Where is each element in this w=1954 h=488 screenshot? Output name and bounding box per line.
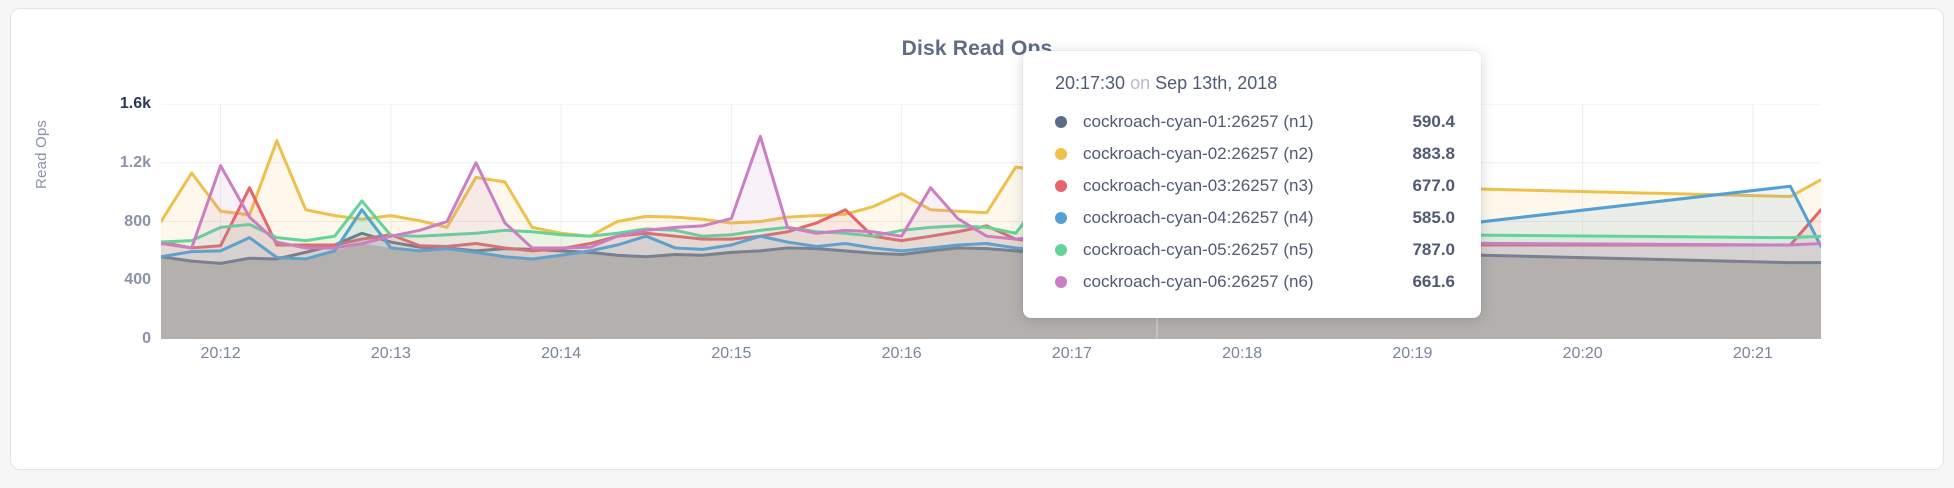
tooltip-on-word: on <box>1130 73 1151 93</box>
tooltip-series-label: cockroach-cyan-02:26257 (n2) <box>1083 144 1314 163</box>
series-color-dot-icon <box>1055 276 1067 288</box>
x-tick-label: 20:20 <box>1562 345 1603 362</box>
plot-area[interactable] <box>161 104 1821 339</box>
y-tick-label: 400 <box>124 271 151 289</box>
x-tick-label: 20:16 <box>881 345 922 362</box>
tooltip-series-row: cockroach-cyan-04:26257 (n4) 585.0 <box>1055 202 1455 234</box>
tooltip-series-row: cockroach-cyan-06:26257 (n6) 661.6 <box>1055 266 1455 298</box>
tooltip-series-label: cockroach-cyan-06:26257 (n6) <box>1083 272 1314 291</box>
tooltip-series-value: 661.6 <box>1412 272 1455 291</box>
tooltip-series-row: cockroach-cyan-03:26257 (n3) 677.0 <box>1055 170 1455 202</box>
chart-card: Disk Read Ops 1.6k 1.2k 800 400 0 Read O… <box>10 8 1944 470</box>
tooltip-series-row: cockroach-cyan-05:26257 (n5) 787.0 <box>1055 234 1455 266</box>
hover-tooltip: 20:17:30 on Sep 13th, 2018 cockroach-cya… <box>1023 51 1481 318</box>
tooltip-series-row: cockroach-cyan-01:26257 (n1) 590.4 <box>1055 106 1455 138</box>
tooltip-series-label: cockroach-cyan-04:26257 (n4) <box>1083 208 1314 227</box>
tooltip-series-value: 590.4 <box>1412 112 1455 131</box>
series-color-dot-icon <box>1055 180 1067 192</box>
tooltip-series-label: cockroach-cyan-01:26257 (n1) <box>1083 112 1314 131</box>
x-tick-label: 20:15 <box>711 345 752 362</box>
tooltip-series-label: cockroach-cyan-03:26257 (n3) <box>1083 176 1314 195</box>
chart-svg[interactable] <box>161 104 1821 339</box>
x-tick-label: 20:14 <box>541 345 582 362</box>
y-axis-title: Read Ops <box>33 119 50 189</box>
tooltip-series-value: 677.0 <box>1412 176 1455 195</box>
x-tick-label: 20:17 <box>1051 345 1092 362</box>
y-tick-label: 1.2k <box>119 153 151 171</box>
x-axis: 20:12 20:13 20:14 20:15 20:16 20:17 20:18 20:19… <box>161 345 1821 375</box>
series-color-dot-icon <box>1055 116 1067 128</box>
x-tick-label: 20:12 <box>200 345 241 362</box>
x-tick-label: 20:18 <box>1222 345 1263 362</box>
tooltip-date: Sep 13th, 2018 <box>1155 73 1278 93</box>
tooltip-series-value: 787.0 <box>1412 240 1455 259</box>
series-color-dot-icon <box>1055 212 1067 224</box>
tooltip-series-row: cockroach-cyan-02:26257 (n2) 883.8 <box>1055 138 1455 170</box>
y-tick-label: 800 <box>124 212 151 230</box>
x-tick-label: 20:19 <box>1392 345 1433 362</box>
y-tick-label: 1.6k <box>119 95 151 112</box>
y-tick-label: 0 <box>142 330 151 347</box>
page-title: Disk Read Ops <box>901 37 1053 60</box>
series-color-dot-icon <box>1055 148 1067 160</box>
y-axis: 1.6k 1.2k 800 400 0 <box>71 95 151 347</box>
tooltip-time: 20:17:30 <box>1055 73 1126 93</box>
x-tick-label: 20:21 <box>1732 345 1773 362</box>
tooltip-series-value: 883.8 <box>1412 144 1455 163</box>
tooltip-series-value: 585.0 <box>1412 208 1455 227</box>
series-color-dot-icon <box>1055 244 1067 256</box>
tooltip-series-label: cockroach-cyan-05:26257 (n5) <box>1083 240 1314 259</box>
tooltip-timestamp: 20:17:30 on Sep 13th, 2018 <box>1055 73 1455 94</box>
tooltip-series-list: cockroach-cyan-01:26257 (n1) 590.4 cockroa… <box>1055 106 1455 298</box>
x-tick-label: 20:13 <box>370 345 411 362</box>
